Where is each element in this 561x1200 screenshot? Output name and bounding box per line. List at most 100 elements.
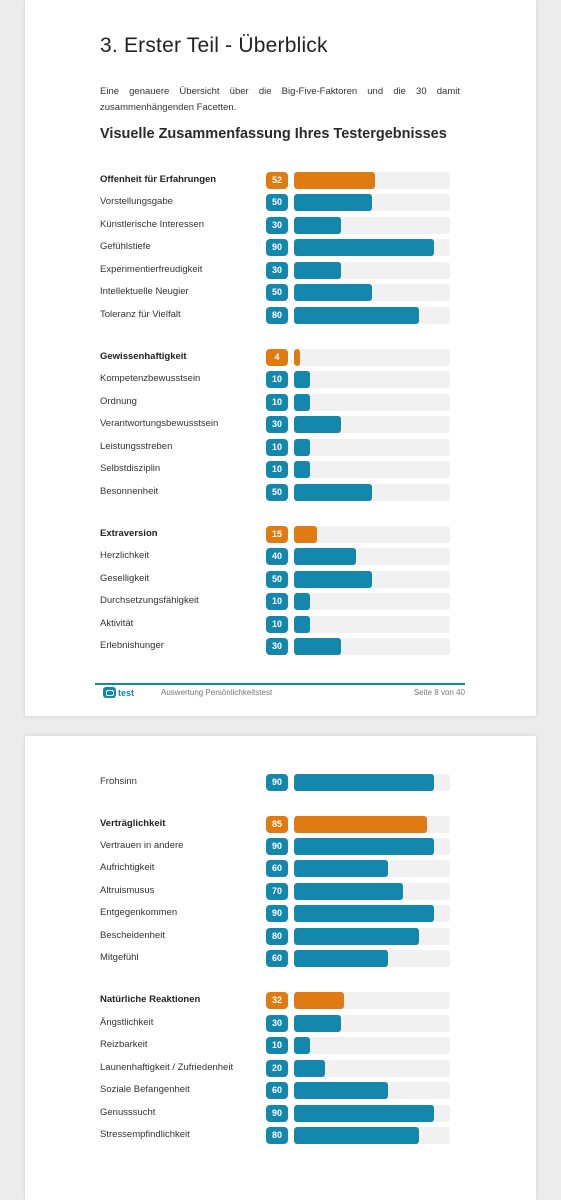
- facet-row-mitgefuehl: Mitgefühl 60: [100, 950, 452, 968]
- score-bar-track-gewissenhaftigkeit: [294, 349, 450, 366]
- score-bar-track-selbstdisziplin: [294, 461, 450, 478]
- score-badge-aufrichtigkeit: 60: [266, 860, 288, 877]
- score-bar-track-geselligkeit: [294, 571, 450, 588]
- factor-row-vertraeglichkeit: Verträglichkeit 85: [100, 816, 452, 834]
- report-page-8: 3. Erster Teil - Überblick Eine genauere…: [25, 0, 536, 716]
- score-bar-toleranz-fuer-vielfalt: [294, 307, 419, 324]
- score-bar-aktivitaet: [294, 616, 310, 633]
- facet-row-gefuehlstiefe: Gefühlstiefe 90: [100, 239, 452, 257]
- score-badge-vorstellungsgabe: 50: [266, 194, 288, 211]
- facet-row-erlebnishunger: Erlebnishunger 30: [100, 638, 452, 656]
- brand-icon: [103, 687, 116, 698]
- facet-row-vertrauen-in-andere: Vertrauen in andere 90: [100, 838, 452, 856]
- score-bar-launenhaftigkeit-zufriedenheit: [294, 1060, 326, 1077]
- score-badge-gewissenhaftigkeit: 4: [266, 349, 288, 366]
- score-bar-track-entgegenkommen: [294, 905, 450, 922]
- facet-label-geselligkeit: Geselligkeit: [100, 573, 150, 584]
- facet-label-altruismusus: Altruismusus: [100, 885, 155, 896]
- score-bar-vertraeglichkeit: [294, 816, 427, 833]
- score-bar-reizbarkeit: [294, 1037, 310, 1054]
- facet-label-launenhaftigkeit-zufriedenheit: Launenhaftigkeit / Zufriedenheit: [100, 1062, 234, 1073]
- score-bar-track-aktivitaet: [294, 616, 450, 633]
- score-bar-track-bescheidenheit: [294, 928, 450, 945]
- score-bar-genusssucht: [294, 1105, 435, 1122]
- factor-label-gewissenhaftigkeit: Gewissenhaftigkeit: [100, 351, 187, 362]
- facet-label-besonnenheit: Besonnenheit: [100, 486, 159, 497]
- score-badge-besonnenheit: 50: [266, 484, 288, 501]
- score-bar-track-intellektuelle-neugier: [294, 284, 450, 301]
- score-bar-track-leistungsstreben: [294, 439, 450, 456]
- chart-title: Visuelle Zusammenfassung Ihres Testergeb…: [100, 126, 447, 142]
- facet-label-toleranz-fuer-vielfalt: Toleranz für Vielfalt: [100, 309, 181, 320]
- facet-label-ordnung: Ordnung: [100, 396, 137, 407]
- score-bar-track-frohsinn: [294, 774, 450, 791]
- score-bar-track-soziale-befangenheit: [294, 1082, 450, 1099]
- facet-label-stressempfindlichkeit: Stressempfindlichkeit: [100, 1129, 190, 1140]
- score-bar-track-experimentierfreudigkeit: [294, 262, 450, 279]
- score-badge-gefuehlstiefe: 90: [266, 239, 288, 256]
- score-bar-herzlichkeit: [294, 548, 357, 565]
- score-badge-kuenstlerische-interessen: 30: [266, 217, 288, 234]
- score-bar-track-natuerliche-reaktionen: [294, 992, 450, 1009]
- facet-label-durchsetzungsfaehigkeit: Durchsetzungsfähigkeit: [100, 595, 199, 606]
- score-bar-track-mitgefuehl: [294, 950, 450, 967]
- score-badge-intellektuelle-neugier: 50: [266, 284, 288, 301]
- score-bar-track-aufrichtigkeit: [294, 860, 450, 877]
- score-badge-mitgefuehl: 60: [266, 950, 288, 967]
- score-badge-kompetenzbewusstsein: 10: [266, 371, 288, 388]
- facet-row-experimentierfreudigkeit: Experimentierfreudigkeit 30: [100, 262, 452, 280]
- score-bar-track-erlebnishunger: [294, 638, 450, 655]
- facet-row-durchsetzungsfaehigkeit: Durchsetzungsfähigkeit 10: [100, 593, 452, 611]
- facet-row-selbstdisziplin: Selbstdisziplin 10: [100, 461, 452, 479]
- facet-row-bescheidenheit: Bescheidenheit 80: [100, 928, 452, 946]
- score-badge-reizbarkeit: 10: [266, 1037, 288, 1054]
- facet-row-ordnung: Ordnung 10: [100, 394, 452, 412]
- score-bar-aengstlichkeit: [294, 1015, 341, 1032]
- facet-label-verantwortungsbewusstsein: Verantwortungsbewusstsein: [100, 418, 219, 429]
- score-badge-altruismusus: 70: [266, 883, 288, 900]
- facet-row-vorstellungsgabe: Vorstellungsgabe 50: [100, 194, 452, 212]
- score-bar-altruismusus: [294, 883, 404, 900]
- facet-row-entgegenkommen: Entgegenkommen 90: [100, 905, 452, 923]
- factor-label-extraversion: Extraversion: [100, 528, 158, 539]
- score-bar-track-besonnenheit: [294, 484, 450, 501]
- score-bar-track-aengstlichkeit: [294, 1015, 450, 1032]
- factor-row-offenheit-fuer-erfahrungen: Offenheit für Erfahrungen 52: [100, 172, 452, 190]
- facet-row-verantwortungsbewusstsein: Verantwortungsbewusstsein 30: [100, 416, 452, 434]
- score-bar-track-kompetenzbewusstsein: [294, 371, 450, 388]
- factor-label-offenheit-fuer-erfahrungen: Offenheit für Erfahrungen: [100, 174, 217, 185]
- facet-label-gefuehlstiefe: Gefühlstiefe: [100, 241, 151, 252]
- score-bar-offenheit-fuer-erfahrungen: [294, 172, 376, 189]
- score-bar-ordnung: [294, 394, 310, 411]
- facet-row-besonnenheit: Besonnenheit 50: [100, 484, 452, 502]
- score-badge-offenheit-fuer-erfahrungen: 52: [266, 172, 288, 189]
- score-bar-kuenstlerische-interessen: [294, 217, 341, 234]
- score-bar-vertrauen-in-andere: [294, 838, 435, 855]
- score-badge-vertraeglichkeit: 85: [266, 816, 288, 833]
- score-bar-intellektuelle-neugier: [294, 284, 372, 301]
- score-bar-frohsinn: [294, 774, 435, 791]
- score-bar-gefuehlstiefe: [294, 239, 435, 256]
- brand-logo: test: [103, 687, 134, 698]
- factor-label-natuerliche-reaktionen: Natürliche Reaktionen: [100, 994, 201, 1005]
- facet-label-aufrichtigkeit: Aufrichtigkeit: [100, 862, 155, 873]
- score-bar-kompetenzbewusstsein: [294, 371, 310, 388]
- score-bar-track-offenheit-fuer-erfahrungen: [294, 172, 450, 189]
- section-heading: 3. Erster Teil - Überblick: [100, 34, 328, 57]
- score-bar-leistungsstreben: [294, 439, 310, 456]
- score-badge-soziale-befangenheit: 60: [266, 1082, 288, 1099]
- score-bar-track-stressempfindlichkeit: [294, 1127, 450, 1144]
- score-bar-track-gefuehlstiefe: [294, 239, 450, 256]
- facet-row-herzlichkeit: Herzlichkeit 40: [100, 548, 452, 566]
- report-page-9: Frohsinn 90 Verträglichkeit 85 Vertrauen in …: [25, 736, 536, 1200]
- intro-text: Eine genauere Übersicht über die Big-Fiv…: [100, 86, 460, 113]
- factor-row-natuerliche-reaktionen: Natürliche Reaktionen 32: [100, 992, 452, 1010]
- score-badge-durchsetzungsfaehigkeit: 10: [266, 593, 288, 610]
- facet-label-vertrauen-in-andere: Vertrauen in andere: [100, 840, 184, 851]
- facet-row-kompetenzbewusstsein: Kompetenzbewusstsein 10: [100, 371, 452, 389]
- score-badge-erlebnishunger: 30: [266, 638, 288, 655]
- score-badge-bescheidenheit: 80: [266, 928, 288, 945]
- facet-row-launenhaftigkeit-zufriedenheit: Launenhaftigkeit / Zufriedenheit 20: [100, 1060, 452, 1078]
- score-bar-selbstdisziplin: [294, 461, 310, 478]
- facet-label-intellektuelle-neugier: Intellektuelle Neugier: [100, 286, 189, 297]
